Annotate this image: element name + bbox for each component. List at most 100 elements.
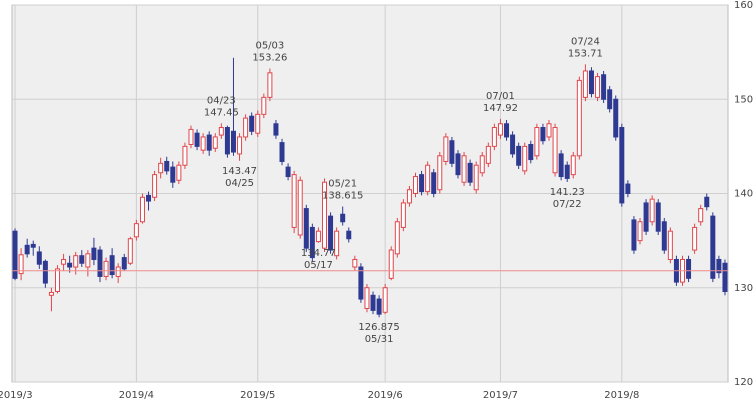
candle-body (79, 255, 85, 264)
candle-body (516, 145, 522, 166)
annotation-date: 04/23 (207, 95, 236, 106)
y-tick-label: 140 (734, 189, 753, 200)
candle-body (698, 208, 704, 223)
candle-body (625, 183, 631, 194)
candle-body (413, 176, 419, 195)
candle-body (406, 189, 412, 204)
candle-body (261, 96, 267, 115)
candle-body (667, 230, 673, 260)
candle-body (364, 287, 370, 309)
candle-body (224, 127, 230, 155)
candle-body (12, 230, 18, 279)
candle-body (522, 145, 528, 172)
candle-body (194, 132, 200, 147)
candle-body (686, 258, 692, 279)
candle-body (48, 291, 54, 296)
candle-body (127, 238, 133, 264)
candle-body (109, 255, 115, 276)
candle-body (655, 202, 661, 232)
x-tick-label: 2019/5 (240, 390, 275, 400)
candle-body (315, 230, 321, 243)
candle-body (139, 196, 145, 223)
candle-body (285, 166, 291, 178)
candle-body (704, 196, 710, 208)
candle-body (564, 164, 570, 179)
candle-body (461, 155, 467, 183)
candle-body (73, 255, 79, 268)
candle-body (212, 136, 218, 149)
candle-body (309, 226, 315, 259)
annotation-date: 04/25 (225, 178, 254, 189)
candle-body (158, 162, 164, 174)
candle-body (613, 98, 619, 138)
candle-body (352, 258, 358, 268)
candle-body (582, 70, 588, 98)
candle-body (534, 127, 540, 157)
candle-body (267, 72, 273, 98)
candle-body (230, 130, 236, 153)
candle-body (182, 145, 188, 166)
candle-body (449, 140, 455, 164)
candle-body (133, 223, 139, 238)
candle-body (425, 164, 431, 193)
candle-body (85, 253, 91, 268)
candle-body (388, 249, 394, 279)
candle-body (42, 260, 48, 284)
candle-body (710, 215, 716, 279)
candle-body (273, 123, 279, 136)
candle-body (661, 221, 667, 251)
candle-body (218, 127, 224, 136)
candle-body (255, 113, 261, 134)
candle-body (24, 244, 30, 255)
y-tick-label: 130 (734, 283, 753, 294)
candle-body (97, 249, 103, 277)
annotation-value: 143.47 (222, 166, 257, 177)
candle-body (637, 221, 643, 242)
candle-body (607, 89, 613, 110)
candle-body (103, 260, 109, 277)
candle-body (716, 258, 722, 274)
candle-body (61, 258, 67, 265)
candle-body (443, 136, 449, 162)
candle-body (55, 268, 61, 293)
candle-body (18, 254, 24, 275)
candle-body (237, 136, 243, 155)
annotation-date: 07/24 (571, 36, 600, 47)
candle-body (334, 230, 340, 257)
candle-body (243, 117, 249, 138)
candle-body (67, 262, 73, 268)
annotation-value: 138.615 (322, 191, 363, 202)
annotation-value: 147.92 (483, 103, 518, 114)
candle-body (382, 287, 388, 313)
candle-body (370, 294, 376, 311)
annotation-date: 07/01 (486, 91, 515, 102)
candle-body (358, 266, 364, 300)
candle-body (188, 128, 194, 145)
candle-body (91, 247, 97, 260)
candle-body (170, 166, 176, 183)
x-tick-label: 2019/8 (604, 390, 639, 400)
annotation-value: 141.23 (550, 187, 585, 198)
annotation-value: 153.71 (568, 48, 603, 59)
x-tick-label: 2019/7 (483, 390, 518, 400)
candle-body (473, 164, 479, 191)
candle-body (291, 174, 297, 228)
candle-body (619, 127, 625, 204)
candle-body (601, 74, 607, 100)
candle-body (176, 164, 182, 181)
candle-body (394, 221, 400, 255)
candle-body (467, 162, 473, 183)
annotation-value: 126.875 (358, 322, 399, 333)
candle-body (346, 230, 352, 240)
candle-body (528, 143, 534, 161)
y-tick-label: 120 (734, 377, 753, 388)
candle-body (249, 115, 255, 132)
annotation-date: 05/31 (365, 334, 394, 345)
candle-body (297, 179, 303, 236)
annotation-date: 05/21 (328, 179, 357, 190)
candle-body (649, 198, 655, 223)
candle-body (692, 226, 698, 251)
candle-body (576, 79, 582, 157)
candle-body (485, 145, 491, 164)
candle-body (206, 134, 212, 151)
